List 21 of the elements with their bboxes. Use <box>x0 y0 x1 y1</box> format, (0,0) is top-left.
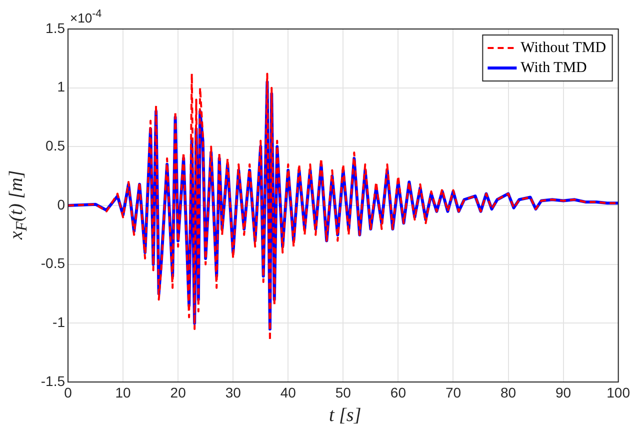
legend-label: Without TMD <box>520 40 606 56</box>
x-tick-label: 40 <box>280 384 296 400</box>
x-tick-label: 90 <box>556 384 572 400</box>
x-tick-label: 30 <box>225 384 242 400</box>
y-tick-label: 0 <box>57 196 66 212</box>
y-tick-label: -0.5 <box>40 255 66 272</box>
text: ×10$^{-4}$ <box>70 8 102 26</box>
x-tick-label: 10 <box>115 384 132 400</box>
x-axis-title: t [s] <box>329 405 362 427</box>
x-tick-label: 80 <box>500 384 516 400</box>
y-tick-label: 1.5 <box>46 20 66 36</box>
y-tick-label: 1 <box>57 78 66 95</box>
x-tick-label: 70 <box>445 384 462 400</box>
y-tick-label: -1.5 <box>40 372 66 389</box>
y-tick-label: -1 <box>52 314 66 330</box>
x-tick-label: 100 <box>606 384 630 400</box>
x-tick-label: 50 <box>335 384 352 400</box>
y-tick-label: 0.5 <box>46 138 66 154</box>
x-tick-label: 20 <box>170 384 186 400</box>
x-tick-label: 60 <box>390 384 406 400</box>
legend-label: With TMD <box>520 60 588 76</box>
